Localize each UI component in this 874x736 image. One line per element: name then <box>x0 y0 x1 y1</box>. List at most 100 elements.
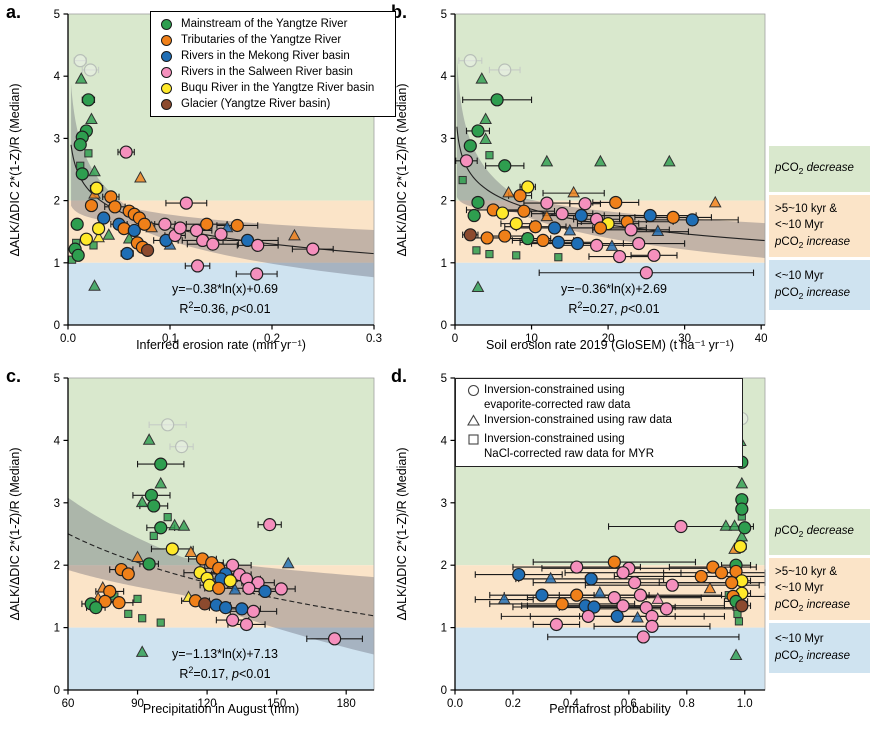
zone-blue <box>68 262 374 325</box>
zone-annotation-blue-b: <~10 Myr pCO2 increase <box>769 260 870 310</box>
data-point <box>98 594 112 608</box>
data-point <box>554 253 563 262</box>
legend-label: Tributaries of the Yangtze River <box>181 34 342 46</box>
data-point <box>570 236 585 251</box>
y-tick-label: 0 <box>441 320 447 332</box>
data-point <box>665 578 679 592</box>
data-point <box>479 132 492 144</box>
fit-line <box>67 533 375 617</box>
triangle-outline-icon <box>462 413 484 432</box>
y-axis-title-d: ΔALK/ΔDIC 2*(1-Z)/R (Median) <box>395 447 409 621</box>
data-point <box>306 242 320 256</box>
zone-annotation-green-b: pCO2 decrease <box>769 146 870 192</box>
data-point <box>509 217 523 231</box>
data-point <box>137 217 152 231</box>
data-point <box>219 601 233 615</box>
data-point <box>517 204 531 218</box>
data-point <box>177 519 191 531</box>
data-point <box>659 602 674 616</box>
x-tick-label: 30 <box>678 333 691 345</box>
y-tick-label: 2 <box>441 560 447 572</box>
x-tick-label: 20 <box>602 333 615 345</box>
data-point <box>729 648 743 660</box>
data-point <box>738 521 752 535</box>
data-point <box>74 72 88 84</box>
square-outline-icon <box>462 432 484 451</box>
x-tick-label: 0.8 <box>679 698 695 710</box>
y-tick-label: 5 <box>441 9 447 21</box>
data-point <box>631 611 644 623</box>
series-swatch-icon <box>161 34 172 46</box>
data-point <box>73 138 87 152</box>
data-point <box>610 609 624 623</box>
data-point <box>662 154 676 167</box>
data-point <box>471 280 485 292</box>
series-swatch-icon <box>161 50 172 62</box>
data-point <box>120 246 134 261</box>
x-axis-title-b: Soil erosion rate 2019 (GloSEM) (t ha⁻¹ … <box>486 338 734 352</box>
data-point <box>725 576 739 590</box>
data-point <box>251 238 265 252</box>
data-point <box>643 208 657 223</box>
x-tick-label: 0.4 <box>563 698 580 710</box>
series-swatch-icon <box>161 18 172 30</box>
data-point <box>593 221 608 235</box>
data-point <box>281 556 295 569</box>
y-tick-label: 1 <box>54 623 60 635</box>
legend-item: Rivers in the Mekong River basin <box>161 48 391 64</box>
data-point <box>714 566 729 580</box>
data-point <box>694 569 708 584</box>
data-point <box>497 592 511 604</box>
data-point <box>121 567 135 581</box>
y-tick-label: 0 <box>54 320 60 332</box>
data-point <box>590 238 604 252</box>
confidence-band <box>456 56 765 258</box>
data-point <box>135 495 149 508</box>
data-point <box>463 228 477 242</box>
data-point <box>154 476 168 489</box>
data-point <box>184 545 198 558</box>
y-tick-label: 0 <box>441 685 447 697</box>
data-point <box>584 572 598 586</box>
data-point <box>535 588 549 602</box>
data-point <box>84 198 99 213</box>
data-point <box>719 519 733 531</box>
data-point <box>480 231 494 245</box>
data-point <box>734 617 744 626</box>
shape-legend-label: Inversion-constrained using NaCl-correcte… <box>484 432 654 460</box>
data-point <box>463 54 477 68</box>
data-point <box>570 560 584 574</box>
data-point <box>230 218 244 233</box>
data-point <box>521 231 535 246</box>
data-point <box>616 599 630 613</box>
data-point <box>327 632 342 646</box>
data-point <box>161 418 175 432</box>
data-point <box>154 521 168 535</box>
data-point <box>225 613 240 627</box>
x-tick-label: 60 <box>62 698 75 710</box>
data-point <box>73 54 87 68</box>
zone-annotation-blue-d: <~10 Myr pCO2 increase <box>769 623 870 673</box>
y-axis-title-a: ΔALK/ΔDIC 2*(1-Z)/R (Median) <box>8 83 22 257</box>
data-point <box>258 584 272 599</box>
data-point <box>142 433 156 445</box>
x-tick-label: 40 <box>755 333 768 345</box>
zone-green <box>68 378 374 566</box>
y-tick-label: 5 <box>54 373 60 385</box>
data-point <box>703 581 717 594</box>
y-tick-label: 1 <box>441 258 447 270</box>
series-swatch-icon <box>161 98 172 110</box>
data-point <box>246 604 261 618</box>
data-points <box>84 418 342 657</box>
zone-blue <box>68 627 374 690</box>
data-point <box>633 588 648 602</box>
data-point <box>102 228 116 240</box>
data-point <box>735 502 749 516</box>
data-point <box>475 72 489 84</box>
data-point <box>528 220 542 234</box>
data-point <box>495 206 510 220</box>
data-point <box>567 185 580 198</box>
data-point <box>189 223 204 238</box>
data-point <box>133 594 142 603</box>
data-point <box>250 267 264 281</box>
